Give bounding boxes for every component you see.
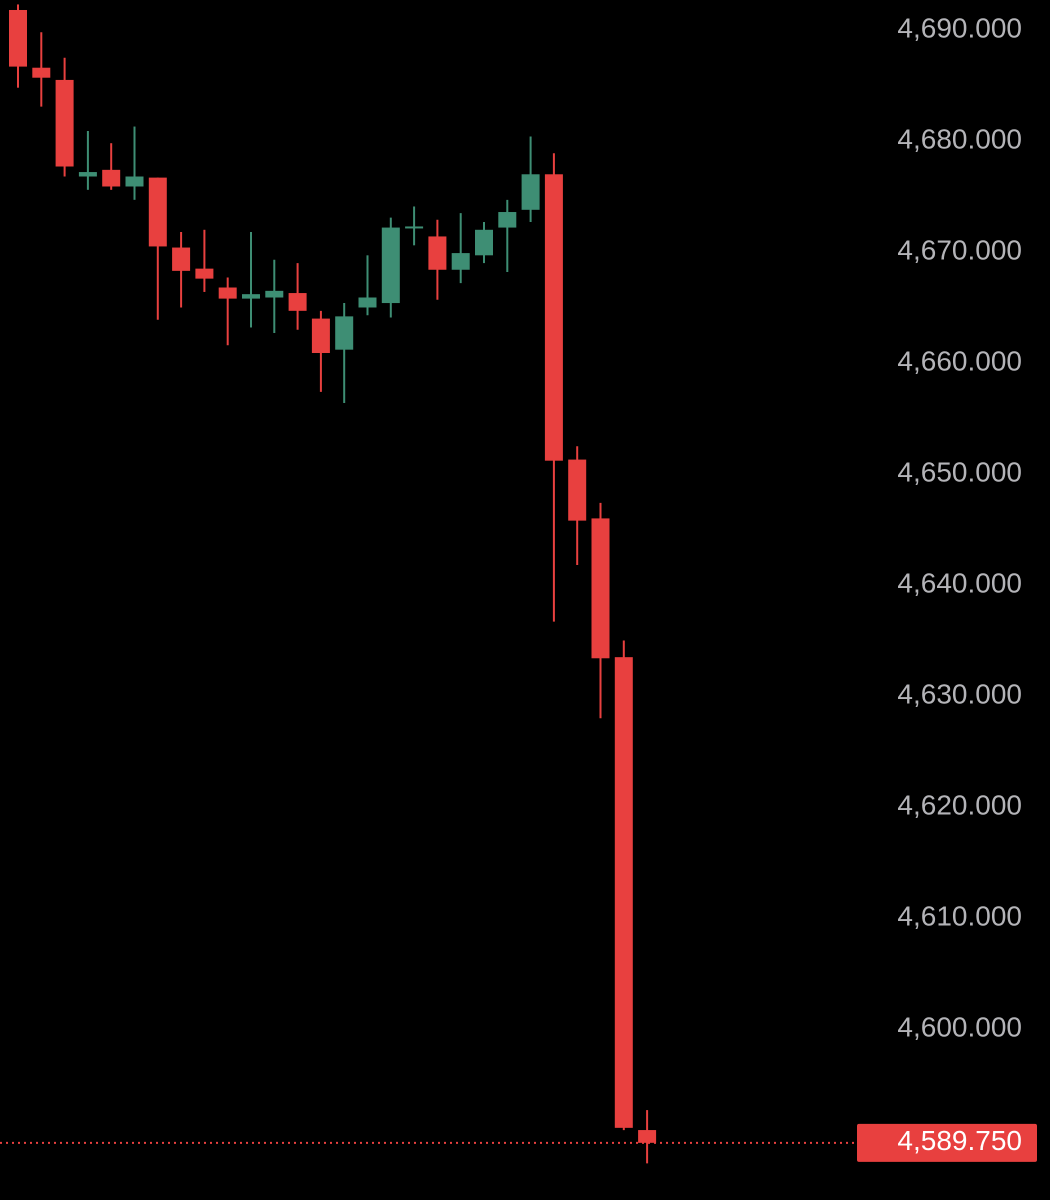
candle-body <box>591 518 610 659</box>
y-tick-label: 4,670.000 <box>897 234 1022 265</box>
candle-body <box>242 294 260 299</box>
last-price-label: 4,589.750 <box>897 1125 1022 1156</box>
candle-body <box>78 172 97 177</box>
candle-body <box>148 177 167 247</box>
candle-body <box>405 226 424 229</box>
candle-body <box>102 169 121 187</box>
y-tick-label: 4,690.000 <box>897 12 1022 43</box>
candle-body <box>381 227 400 304</box>
y-tick-label: 4,600.000 <box>897 1011 1022 1042</box>
candle-body <box>568 459 587 521</box>
y-tick-label: 4,650.000 <box>897 456 1022 487</box>
candle-body <box>638 1130 657 1143</box>
candle-body <box>288 293 307 311</box>
last-price-tag <box>857 1123 1037 1162</box>
candle-body <box>311 318 330 354</box>
candle-body <box>218 287 237 299</box>
candle-body <box>125 176 144 187</box>
y-tick-label: 4,610.000 <box>897 900 1022 931</box>
candle-body <box>521 174 540 210</box>
candle-body <box>55 79 74 167</box>
candle-body <box>544 174 563 461</box>
y-tick-label: 4,630.000 <box>897 678 1022 709</box>
candle-body <box>451 253 470 270</box>
candle-body <box>498 212 517 228</box>
candle-body <box>614 657 633 1128</box>
y-tick-label: 4,640.000 <box>897 567 1022 598</box>
y-tick-label: 4,620.000 <box>897 789 1022 820</box>
candle-body <box>428 236 447 270</box>
y-tick-label: 4,680.000 <box>897 123 1022 154</box>
candle-body <box>32 67 51 78</box>
y-tick-label: 4,660.000 <box>897 345 1022 376</box>
candle-body <box>335 316 354 350</box>
candle-body <box>265 290 284 298</box>
candle-body <box>172 247 191 271</box>
candle-body <box>9 9 27 67</box>
candle-body <box>475 229 493 256</box>
candle-body <box>358 297 377 308</box>
candle-body <box>195 268 214 279</box>
